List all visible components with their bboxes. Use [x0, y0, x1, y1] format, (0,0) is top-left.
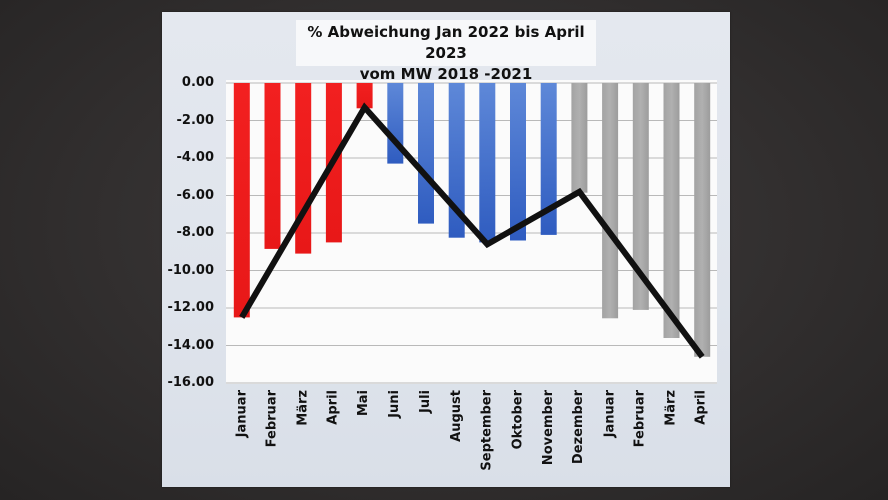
x-tick-label: Januar: [602, 390, 618, 438]
trend-line: [239, 102, 705, 359]
bar-9: [510, 83, 526, 241]
x-tick-label: April: [325, 390, 341, 425]
bar-10: [540, 83, 557, 235]
y-tick-label: -8.00: [176, 225, 214, 240]
chart-title-line-1: % Abweichung Jan 2022 bis April 2023: [307, 23, 585, 62]
y-tick-label: -6.00: [176, 187, 214, 203]
x-tick-label: Juni: [387, 390, 403, 418]
x-tick-label: Februar: [632, 390, 648, 448]
x-tick-label: März: [663, 390, 679, 426]
bar-12: [602, 83, 619, 319]
bar-6: [418, 83, 434, 224]
bar-chart-svg: [226, 82, 717, 384]
chart-title: % Abweichung Jan 2022 bis April 2023 vom…: [296, 20, 596, 83]
y-tick-label: -16.00: [167, 375, 214, 390]
bar-4: [356, 83, 373, 109]
x-tick-label: Februar: [264, 390, 280, 448]
bar-13: [632, 83, 649, 310]
bar-14: [663, 83, 680, 338]
chart-panel: % Abweichung Jan 2022 bis April 2023 vom…: [162, 12, 730, 487]
y-tick-label: -4.00: [176, 150, 214, 165]
bar-7: [448, 83, 465, 238]
bar-8: [479, 83, 496, 243]
x-tick-label: Dezember: [571, 390, 587, 465]
x-tick-label: Januar: [233, 390, 249, 438]
x-tick-label: August: [448, 390, 464, 442]
bar-11: [571, 83, 588, 193]
chart-title-line-2: vom MW 2018 -2021: [359, 65, 533, 83]
bar-15: [694, 83, 711, 357]
y-tick-label: -12.00: [167, 300, 214, 315]
bar-0: [233, 83, 250, 318]
x-tick-label: Mai: [356, 390, 372, 417]
x-tick-label: April: [694, 390, 710, 425]
bar-2: [295, 83, 312, 254]
y-tick-label: -10.00: [167, 262, 214, 278]
y-tick-label: 0.00: [181, 75, 214, 90]
plot-area: [226, 80, 717, 384]
x-tick-label: Oktober: [510, 390, 526, 450]
x-tick-label: März: [295, 390, 311, 426]
x-tick-label: Juli: [417, 390, 433, 414]
bar-1: [264, 83, 281, 249]
y-tick-label: -14.00: [167, 337, 214, 353]
x-tick-label: November: [540, 390, 556, 466]
x-tick-label: September: [479, 390, 495, 471]
y-tick-label: -2.00: [176, 112, 214, 128]
